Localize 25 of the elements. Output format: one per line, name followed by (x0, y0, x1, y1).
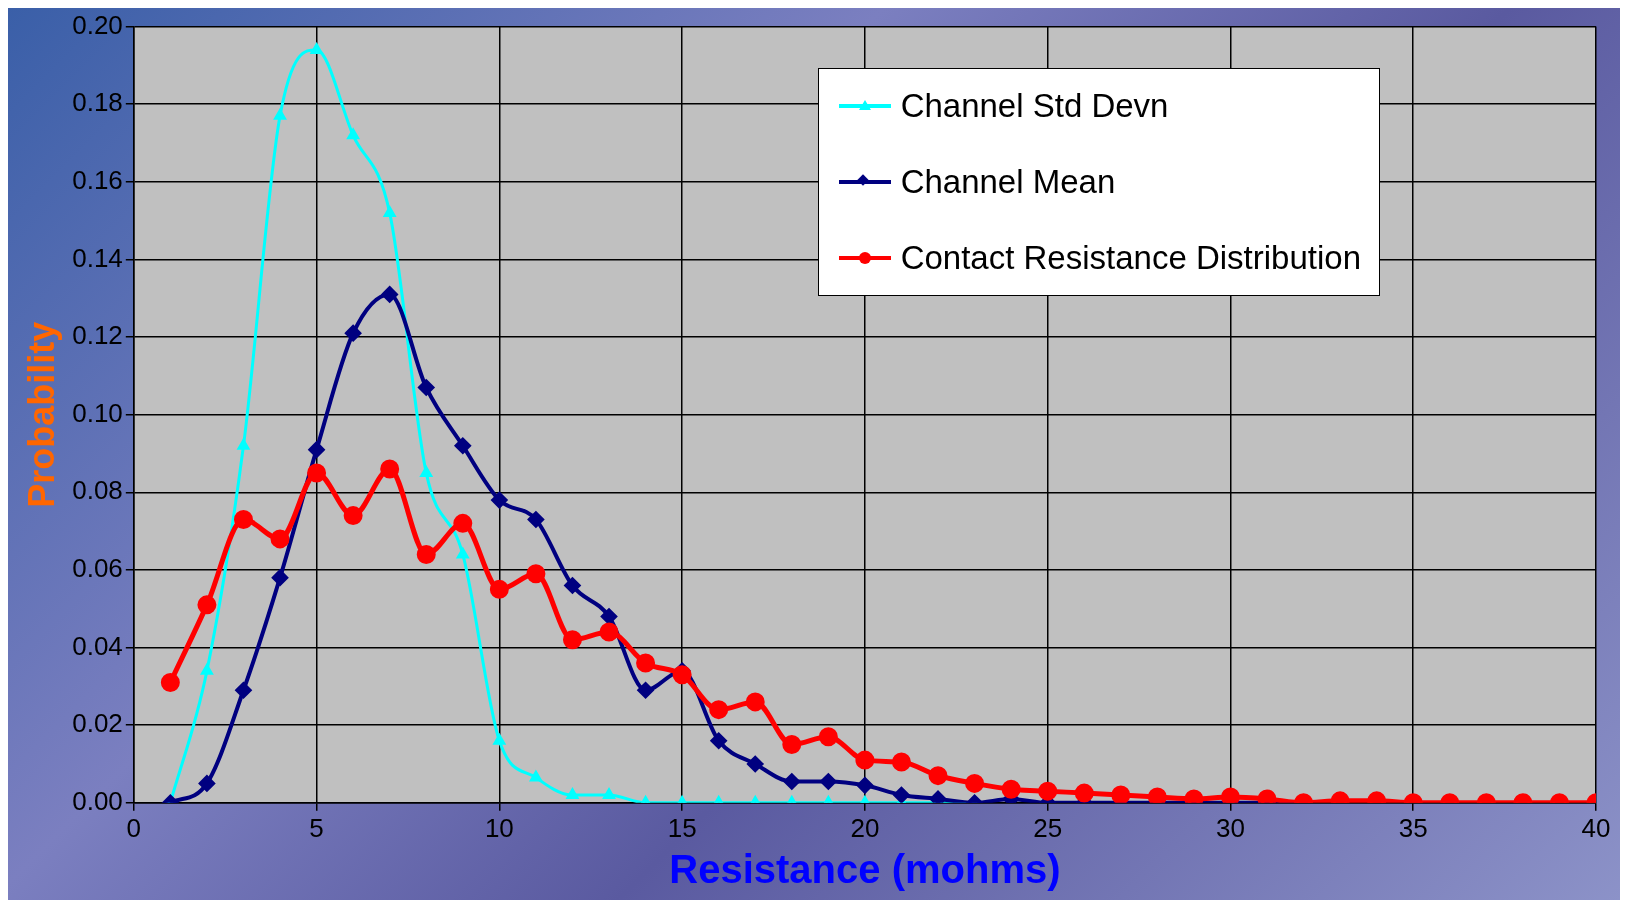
x-tick-label: 15 (667, 812, 697, 843)
legend-label: Channel Std Devn (900, 87, 1169, 125)
x-tick-label: 20 (850, 812, 880, 843)
x-tick-label: 5 (309, 812, 324, 843)
y-tick-label: 0.12 (72, 320, 123, 351)
y-tick-label: 0.02 (72, 708, 123, 739)
y-tick-label: 0.18 (72, 87, 123, 118)
y-tick-label: 0.16 (72, 165, 123, 196)
x-tick-label: 0 (126, 812, 142, 843)
x-tick-label: 25 (1033, 812, 1063, 843)
x-tick-label: 30 (1215, 812, 1245, 843)
y-axis-title: Probability (20, 321, 62, 508)
x-tick-label: 40 (1581, 812, 1611, 843)
y-tick-label: 0.06 (72, 553, 123, 584)
legend-label: Channel Mean (900, 163, 1116, 201)
y-tick-label: 0.14 (72, 242, 123, 273)
y-tick-label: 0.08 (72, 475, 123, 506)
y-tick-label: 0.10 (72, 397, 123, 428)
y-tick-label: 0.04 (72, 630, 123, 661)
x-tick-label: 10 (484, 812, 514, 843)
legend-label: Contact Resistance Distribution (900, 239, 1361, 277)
x-axis-title: Resistance (mohms) (669, 847, 1061, 892)
y-tick-label: 0.00 (72, 785, 123, 816)
y-tick-label: 0.20 (72, 9, 123, 40)
x-tick-label: 35 (1398, 812, 1428, 843)
